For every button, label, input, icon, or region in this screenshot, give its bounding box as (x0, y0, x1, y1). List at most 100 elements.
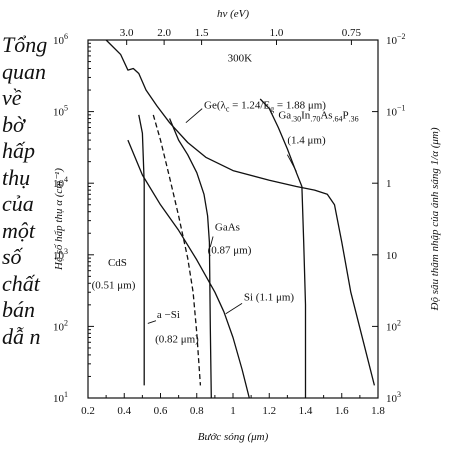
x-tick-label: 1.4 (299, 405, 313, 417)
caption: Tổng quan về bờ hấp thụ của một số chất bán dẫ n (2, 32, 58, 350)
series-sublabel-gaas: (0.87 μm) (208, 244, 252, 256)
x-tick-label: 0.8 (190, 405, 204, 417)
y-tick-label-exp: 3 (64, 247, 68, 256)
y-tick-label: 102 (53, 318, 68, 333)
right-tick-label-exp: −2 (397, 32, 406, 41)
label-leader-line (286, 154, 297, 172)
series-label-part: a −Si (157, 309, 180, 321)
x-tick-label: 1.8 (371, 405, 385, 417)
right-tick-label-base: 10 (386, 35, 398, 47)
series-line-si (127, 139, 250, 399)
series-label-part: .36 (349, 115, 359, 124)
x-tick-label: 0.2 (81, 405, 95, 417)
series-sublabel-ga-30in-70as-64p-36: (1.4 μm) (287, 134, 326, 146)
caption-line: hấp (2, 138, 35, 163)
y-tick-label-base: 10 (53, 250, 65, 262)
series-label-part: As (320, 110, 332, 122)
right-tick-label: 10 (386, 250, 398, 262)
y-tick-label: 104 (53, 175, 68, 190)
right-tick-label-base: 10 (386, 321, 398, 333)
series-sublabel-a-si: (0.82 μm) (155, 333, 199, 345)
right-tick-label-exp: 2 (397, 318, 401, 327)
series-label-part: CdS (108, 257, 127, 269)
series-label-part: .64 (333, 115, 343, 124)
series-line-gaas (169, 118, 212, 399)
series-label-gaas: GaAs (215, 221, 240, 233)
x-tick-label: 1 (230, 405, 236, 417)
top-tick-label: 1.0 (270, 27, 284, 39)
top-axis-label: hν (eV) (217, 8, 249, 20)
right-tick-label: 10−1 (386, 104, 406, 119)
caption-line: bờ (2, 111, 25, 137)
x-tick-label: 1.2 (262, 405, 276, 417)
series-label-part: Ge(λ (204, 100, 226, 112)
temperature-label: 300K (228, 53, 253, 65)
y-tick-label-base: 10 (53, 393, 65, 405)
y-tick-label: 103 (53, 247, 68, 262)
top-tick-label: 0.75 (342, 27, 362, 39)
series-label-ge: Ge(λc = 1.24/Eg = 1.88 μm) (204, 100, 326, 114)
y-tick-label-base: 10 (53, 321, 65, 333)
right-tick-label: 1 (386, 178, 392, 190)
y-tick-label: 106 (53, 32, 68, 47)
series-label-part: = 1.88 μm) (274, 100, 326, 112)
top-tick-label: 3.0 (120, 27, 134, 39)
y-tick-label-exp: 6 (64, 32, 68, 41)
caption-line: chất (2, 270, 40, 296)
y-tick-label-exp: 5 (64, 104, 68, 113)
y-axis-label: Hệ số hấp thụ α (cm⁻¹) (53, 168, 65, 271)
y-tick-label-exp: 1 (64, 390, 68, 399)
y-tick-label-exp: 4 (64, 175, 68, 184)
right-tick-label-base: 10 (386, 250, 398, 262)
series-label-part: GaAs (215, 221, 240, 233)
right-tick-label: 10−2 (386, 32, 406, 47)
series-label-part: c (226, 105, 230, 114)
x-tick-label: 0.6 (154, 405, 168, 417)
series-label-part: .30 (291, 115, 301, 124)
right-tick-label-exp: 3 (397, 390, 401, 399)
right-tick-label-base: 10 (386, 393, 398, 405)
y-tick-label-base: 10 (53, 107, 65, 119)
right-tick-label-base: 1 (386, 178, 392, 190)
y-tick-label: 101 (53, 390, 68, 405)
right-tick-label-base: 10 (386, 107, 398, 119)
caption-line: của (2, 191, 34, 216)
series-line-ge (105, 39, 376, 386)
series-label-part: = 1.24/E (229, 100, 270, 112)
right-tick-label: 103 (386, 390, 401, 405)
y-tick-label-base: 10 (53, 35, 65, 47)
series-label-part: .70 (310, 115, 320, 124)
series-label-part: Si (1.1 μm) (244, 292, 295, 304)
caption-line: số (2, 244, 22, 269)
label-leader-line (147, 320, 157, 324)
series-label-part: Ga (278, 110, 291, 122)
series-line-cds (138, 114, 145, 386)
x-axis-label: Bước sóng (μm) (198, 431, 269, 443)
label-leader-line (225, 302, 243, 315)
x-tick-label: 1.6 (335, 405, 349, 417)
caption-line: bán (2, 297, 35, 322)
series-label-part: P (343, 110, 349, 122)
label-leader-line (185, 108, 203, 124)
series-label-part: g (270, 105, 274, 114)
caption-line: dẫ n (2, 323, 41, 349)
top-tick-label: 1.5 (195, 27, 209, 39)
series-line-ga-30in-70as-64p-36 (259, 98, 307, 398)
plot-frame (87, 39, 379, 399)
label-leader-line (209, 236, 214, 247)
series-label-cds: CdS (108, 257, 127, 269)
y-tick-label-exp: 2 (64, 318, 68, 327)
top-tick-label: 2.0 (157, 27, 171, 39)
series-label-ga-30in-70as-64p-36: Ga.30In.70As.64P.36 (278, 110, 358, 124)
series-sublabel-cds: (0.51 μm) (92, 279, 136, 291)
caption-line: về (2, 85, 22, 110)
caption-line: thụ (2, 164, 31, 190)
x-tick-label: 0.4 (117, 405, 131, 417)
series-label-part: In (301, 110, 311, 122)
series-line-a-si (152, 114, 202, 386)
series-label-a-si: a −Si (157, 309, 180, 321)
caption-line: một (2, 217, 35, 243)
right-tick-label: 102 (386, 318, 401, 333)
caption-line: quan (2, 58, 46, 84)
